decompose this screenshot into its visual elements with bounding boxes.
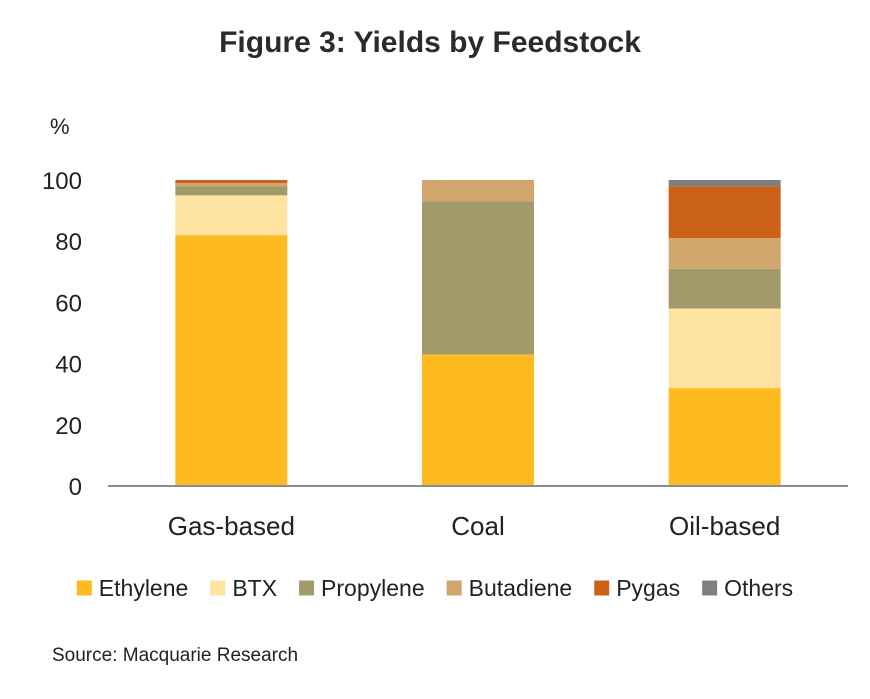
legend-label: Pygas — [616, 575, 680, 601]
y-tick-label: 80 — [55, 229, 82, 256]
legend-item: Ethylene — [76, 575, 189, 601]
legend-swatch — [210, 580, 226, 596]
bar-segment — [668, 388, 781, 486]
legend-label: Others — [724, 575, 793, 601]
bar-segment — [668, 238, 781, 269]
legend-item: Others — [702, 575, 793, 601]
x-category-label: Oil-based — [669, 511, 780, 541]
source-note: Source: Macquarie Research — [52, 645, 299, 666]
bar-segment — [175, 183, 288, 187]
y-tick-label: 0 — [69, 474, 82, 501]
y-tick-label: 100 — [42, 168, 82, 195]
y-tick-label: 60 — [55, 290, 82, 317]
legend: Ethylene BTX Propylene Butadiene Pygas Others — [76, 575, 793, 601]
bars-group — [175, 180, 781, 486]
x-axis-categories: Gas-based Coal Oil-based — [168, 511, 781, 541]
bar-segment — [175, 186, 288, 196]
y-tick-label: 40 — [55, 352, 82, 379]
legend-swatch — [594, 580, 610, 596]
legend-item: Butadiene — [446, 575, 573, 601]
bar-segment — [422, 201, 534, 355]
bar-segment — [175, 180, 288, 184]
bar-segment — [175, 235, 288, 486]
legend-label: BTX — [232, 575, 277, 601]
legend-label: Butadiene — [469, 575, 573, 601]
legend-item: Propylene — [299, 575, 425, 601]
legend-swatch — [446, 580, 462, 596]
bar-segment — [668, 180, 781, 187]
bar-segment — [175, 195, 288, 236]
y-axis-ticks: 0 20 40 60 80 100 — [42, 168, 82, 501]
legend-swatch — [76, 580, 92, 596]
legend-swatch — [299, 580, 315, 596]
legend-swatch — [702, 580, 718, 596]
bar-segment — [422, 354, 534, 486]
bar-segment — [668, 308, 781, 389]
legend-item: Pygas — [594, 575, 680, 601]
bar-segment — [422, 180, 534, 202]
x-category-label: Coal — [451, 511, 504, 541]
chart-title: Figure 3: Yields by Feedstock — [219, 26, 641, 59]
x-category-label: Gas-based — [168, 511, 295, 541]
bar-segment — [668, 186, 781, 239]
legend-item: BTX — [210, 575, 277, 601]
legend-label: Ethylene — [99, 575, 189, 601]
bar-segment — [668, 268, 781, 309]
y-axis-unit-label: % — [50, 114, 70, 139]
y-tick-label: 20 — [55, 413, 82, 440]
legend-label: Propylene — [321, 575, 425, 601]
